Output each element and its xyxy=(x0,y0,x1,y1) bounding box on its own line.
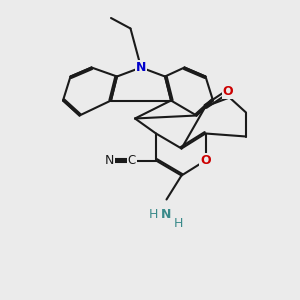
Text: H: H xyxy=(174,217,183,230)
Text: N: N xyxy=(161,208,172,221)
Text: O: O xyxy=(223,85,233,98)
Text: N: N xyxy=(136,61,146,74)
Text: N: N xyxy=(105,154,114,167)
Text: C: C xyxy=(128,154,136,167)
Text: H: H xyxy=(148,208,158,221)
Text: O: O xyxy=(200,154,211,167)
